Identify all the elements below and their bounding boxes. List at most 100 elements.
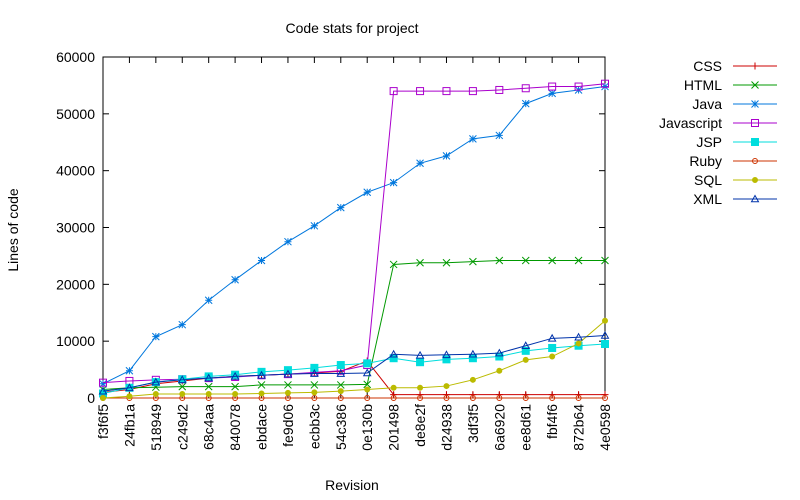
legend-label-css: CSS — [693, 58, 722, 74]
series-line-java — [102, 86, 606, 385]
series-line-css — [102, 360, 605, 396]
legend-item-javascript: Javascript — [659, 115, 777, 131]
series-xml — [98, 330, 610, 395]
series-line-jsp — [102, 343, 606, 394]
point-xml — [468, 349, 478, 358]
point-sql — [364, 386, 371, 393]
legend-marker-html — [751, 81, 759, 89]
point-ruby — [337, 395, 344, 401]
point-xml — [415, 350, 425, 359]
series-css — [99, 357, 609, 399]
point-ruby — [469, 395, 476, 401]
legend-item-ruby: Ruby — [689, 153, 777, 169]
legend-item-java: Java — [692, 96, 777, 112]
point-sql — [232, 391, 239, 398]
point-java — [151, 332, 160, 341]
point-javascript — [601, 79, 609, 88]
series-java — [99, 82, 609, 388]
point-html — [231, 382, 239, 391]
point-ruby — [417, 395, 424, 401]
x-tick-label: 872b64 — [571, 404, 587, 451]
point-javascript — [442, 87, 451, 96]
legend-label-html: HTML — [684, 77, 722, 93]
point-xml — [204, 373, 214, 382]
point-xml — [230, 371, 240, 380]
point-html — [548, 256, 557, 265]
point-html — [178, 382, 187, 391]
series-jsp — [99, 340, 609, 398]
point-html — [257, 381, 266, 389]
legend-label-java: Java — [692, 96, 722, 112]
point-xml — [283, 369, 293, 378]
x-tick-label: 518949 — [148, 404, 164, 451]
point-html — [495, 256, 504, 265]
point-sql — [337, 388, 344, 395]
point-javascript — [468, 87, 477, 96]
point-css — [442, 391, 450, 399]
point-jsp — [548, 343, 557, 352]
point-jsp — [336, 361, 345, 370]
point-ruby — [602, 395, 608, 401]
series-line-html — [102, 259, 605, 390]
series-sql — [100, 317, 608, 401]
point-jsp — [601, 340, 609, 349]
point-html — [442, 258, 451, 267]
point-ruby — [522, 395, 529, 401]
x-tick-label: 4e0598 — [597, 404, 613, 451]
legend-item-xml: XML — [693, 191, 777, 207]
point-ruby — [390, 395, 397, 401]
point-xml — [310, 369, 319, 377]
legend-item-html: HTML — [684, 77, 777, 93]
point-xml — [98, 386, 108, 395]
point-sql — [522, 356, 529, 363]
point-ruby — [549, 395, 556, 401]
point-sql — [575, 340, 582, 347]
x-tick-label: fe9d06 — [280, 404, 296, 447]
point-html — [416, 258, 424, 267]
point-html — [204, 382, 213, 391]
point-html — [363, 380, 372, 389]
point-xml — [336, 369, 346, 377]
point-sql — [179, 391, 186, 398]
legend-marker-sql — [752, 177, 758, 183]
series-ruby — [100, 395, 608, 401]
point-sql — [496, 367, 503, 374]
point-css — [575, 391, 583, 399]
point-ruby — [443, 395, 450, 401]
point-jsp — [416, 358, 425, 367]
point-ruby — [496, 395, 503, 401]
point-java — [469, 134, 477, 143]
legend-label-xml: XML — [693, 191, 722, 207]
point-xml — [547, 333, 557, 342]
legend-marker-css — [751, 62, 759, 70]
point-java — [416, 159, 424, 168]
x-tick-label: 3df3f5 — [465, 404, 481, 443]
x-tick-label: d24938 — [438, 404, 454, 451]
point-css — [390, 391, 398, 399]
point-jsp — [231, 370, 240, 379]
legend-marker-xml — [750, 194, 760, 203]
legend-item-sql: SQL — [694, 172, 777, 188]
point-css — [548, 391, 556, 399]
point-javascript — [495, 85, 504, 94]
point-sql — [126, 393, 133, 400]
y-axis-label: Lines of code — [5, 188, 21, 271]
point-javascript — [548, 82, 557, 91]
point-sql — [258, 390, 265, 397]
point-java — [548, 89, 557, 98]
point-html — [469, 257, 477, 266]
point-html — [284, 381, 292, 389]
point-jsp — [310, 363, 319, 372]
x-tick-label: c249d2 — [174, 404, 190, 450]
point-jsp — [521, 346, 530, 355]
y-tick-label: 0 — [87, 390, 95, 406]
point-jsp — [442, 355, 451, 364]
point-sql — [152, 391, 159, 398]
point-java — [495, 131, 504, 140]
x-tick-label: 840078 — [227, 404, 243, 451]
point-css — [522, 391, 530, 399]
legend-item-css: CSS — [693, 58, 777, 74]
series-line-xml — [102, 334, 606, 392]
point-java — [601, 82, 609, 91]
legend-label-jsp: JSP — [696, 134, 722, 150]
